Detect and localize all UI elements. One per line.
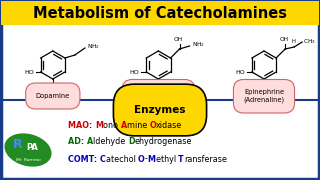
Text: ono: ono [103,120,121,129]
Text: HO: HO [130,69,139,75]
Text: ldehyde: ldehyde [93,138,128,147]
Text: CH$_3$: CH$_3$ [303,38,316,46]
Ellipse shape [4,133,52,167]
Text: COMT:: COMT: [68,154,100,163]
Text: HO: HO [24,69,34,75]
Text: Dopamine: Dopamine [36,93,70,99]
Text: M: M [95,120,103,129]
Text: Epinephrine
(Adrenaline): Epinephrine (Adrenaline) [244,89,284,103]
Text: NH$_2$: NH$_2$ [192,40,204,50]
Text: H: H [291,39,295,44]
Text: OH: OH [259,86,269,91]
Text: A: A [121,120,127,129]
Text: T: T [178,154,184,163]
Text: R: R [13,138,23,152]
Text: ehydrogenase: ehydrogenase [134,138,192,147]
Text: PA: PA [26,143,38,152]
Text: D: D [128,138,134,147]
Bar [1,1,319,25]
Text: MAO:: MAO: [68,120,95,129]
Text: ethyl: ethyl [156,154,178,163]
Text: Mr. Ramrao: Mr. Ramrao [16,158,40,162]
Text: O: O [149,120,156,129]
Text: NH$_2$: NH$_2$ [87,42,100,51]
Text: HO: HO [235,69,245,75]
Text: A: A [87,138,93,147]
Text: C: C [100,154,106,163]
Text: atechol: atechol [106,154,138,163]
Text: Norepinephrine
(Noradrenaline): Norepinephrine (Noradrenaline) [132,89,185,103]
Text: Metabolism of Catecholamines: Metabolism of Catecholamines [33,6,287,21]
Text: OH: OH [174,37,183,42]
Text: OH: OH [280,37,289,42]
Text: xidase: xidase [156,120,182,129]
Text: mine: mine [127,120,149,129]
Text: -: - [145,154,148,163]
Text: O: O [138,154,145,163]
Text: ransferase: ransferase [184,154,227,163]
Text: OH: OH [48,86,58,91]
Text: OH: OH [154,86,163,91]
Text: M: M [148,154,156,163]
Text: Enzymes: Enzymes [134,105,186,115]
Text: AD:: AD: [68,138,87,147]
